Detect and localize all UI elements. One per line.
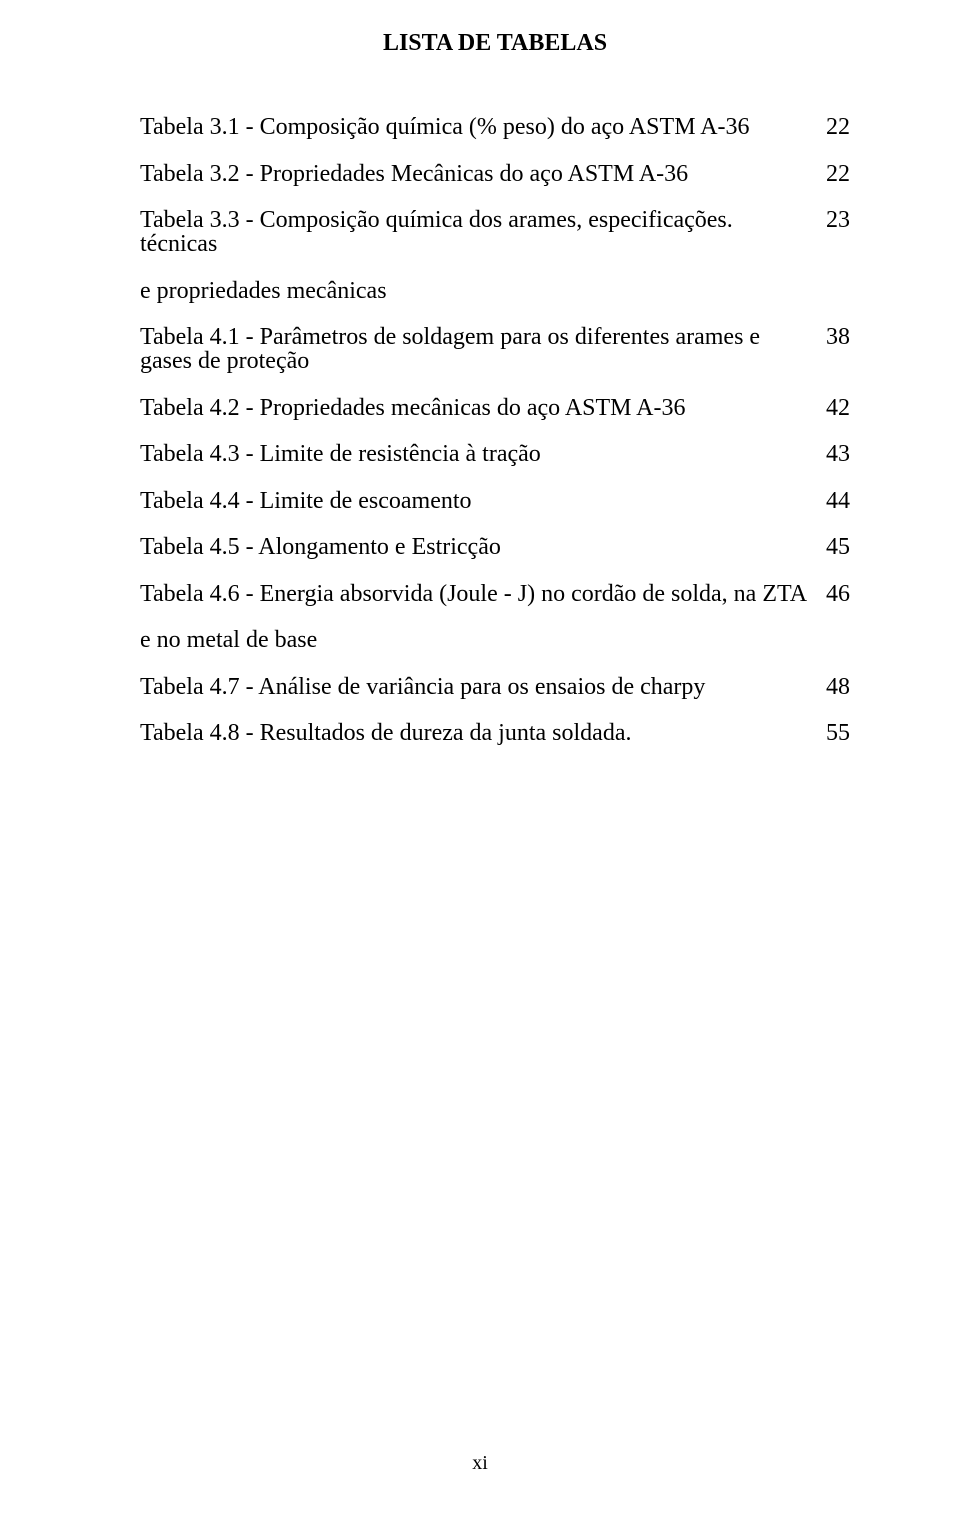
- toc-entry-label: Tabela 3.2 - Propriedades Mecânicas do a…: [140, 162, 820, 186]
- toc-entry: Tabela 4.6 - Energia absorvida (Joule - …: [140, 582, 850, 606]
- toc-entry: Tabela 4.4 - Limite de escoamento 44: [140, 489, 850, 513]
- toc-entry-page: 43: [820, 442, 850, 466]
- toc-entry-page: 42: [820, 396, 850, 420]
- toc-entries: Tabela 3.1 - Composição química (% peso)…: [140, 115, 850, 745]
- toc-entry: Tabela 3.1 - Composição química (% peso)…: [140, 115, 850, 139]
- toc-entry: Tabela 4.3 - Limite de resistência à tra…: [140, 442, 850, 466]
- toc-entry-label: Tabela 4.6 - Energia absorvida (Joule - …: [140, 582, 820, 606]
- toc-entry-page: 45: [820, 535, 850, 559]
- toc-entry-page: 22: [820, 115, 850, 139]
- toc-entry-label: Tabela 4.4 - Limite de escoamento: [140, 489, 820, 513]
- toc-entry-continuation: e propriedades mecânicas: [140, 279, 850, 303]
- toc-entry-page: 55: [820, 721, 850, 745]
- toc-entry-page: 38: [820, 325, 850, 349]
- toc-entry-page: 44: [820, 489, 850, 513]
- toc-entry-page: 46: [820, 582, 850, 606]
- toc-entry-page: 23: [820, 208, 850, 232]
- toc-entry-label: Tabela 3.1 - Composição química (% peso)…: [140, 115, 820, 139]
- toc-entry-label: Tabela 4.3 - Limite de resistência à tra…: [140, 442, 820, 466]
- toc-entry: Tabela 4.2 - Propriedades mecânicas do a…: [140, 396, 850, 420]
- toc-entry-continuation: e no metal de base: [140, 628, 850, 652]
- toc-entry-label: Tabela 3.3 - Composição química dos aram…: [140, 208, 820, 256]
- toc-entry-label: Tabela 4.2 - Propriedades mecânicas do a…: [140, 396, 820, 420]
- toc-entry: Tabela 4.7 - Análise de variância para o…: [140, 675, 850, 699]
- toc-entry: Tabela 3.2 - Propriedades Mecânicas do a…: [140, 162, 850, 186]
- toc-entry: Tabela 4.1 - Parâmetros de soldagem para…: [140, 325, 850, 373]
- toc-entry-page: 48: [820, 675, 850, 699]
- page-number-footer: xi: [0, 1452, 960, 1475]
- page: LISTA DE TABELAS Tabela 3.1 - Composição…: [0, 0, 960, 1537]
- toc-entry-label: Tabela 4.1 - Parâmetros de soldagem para…: [140, 325, 820, 373]
- toc-entry-label: Tabela 4.5 - Alongamento e Estricção: [140, 535, 820, 559]
- toc-entry: Tabela 3.3 - Composição química dos aram…: [140, 208, 850, 256]
- toc-entry-label: Tabela 4.8 - Resultados de dureza da jun…: [140, 721, 820, 745]
- toc-entry-page: 22: [820, 162, 850, 186]
- list-of-tables-title: LISTA DE TABELAS: [140, 30, 850, 57]
- toc-entry: Tabela 4.8 - Resultados de dureza da jun…: [140, 721, 850, 745]
- toc-entry: Tabela 4.5 - Alongamento e Estricção 45: [140, 535, 850, 559]
- toc-entry-label: Tabela 4.7 - Análise de variância para o…: [140, 675, 820, 699]
